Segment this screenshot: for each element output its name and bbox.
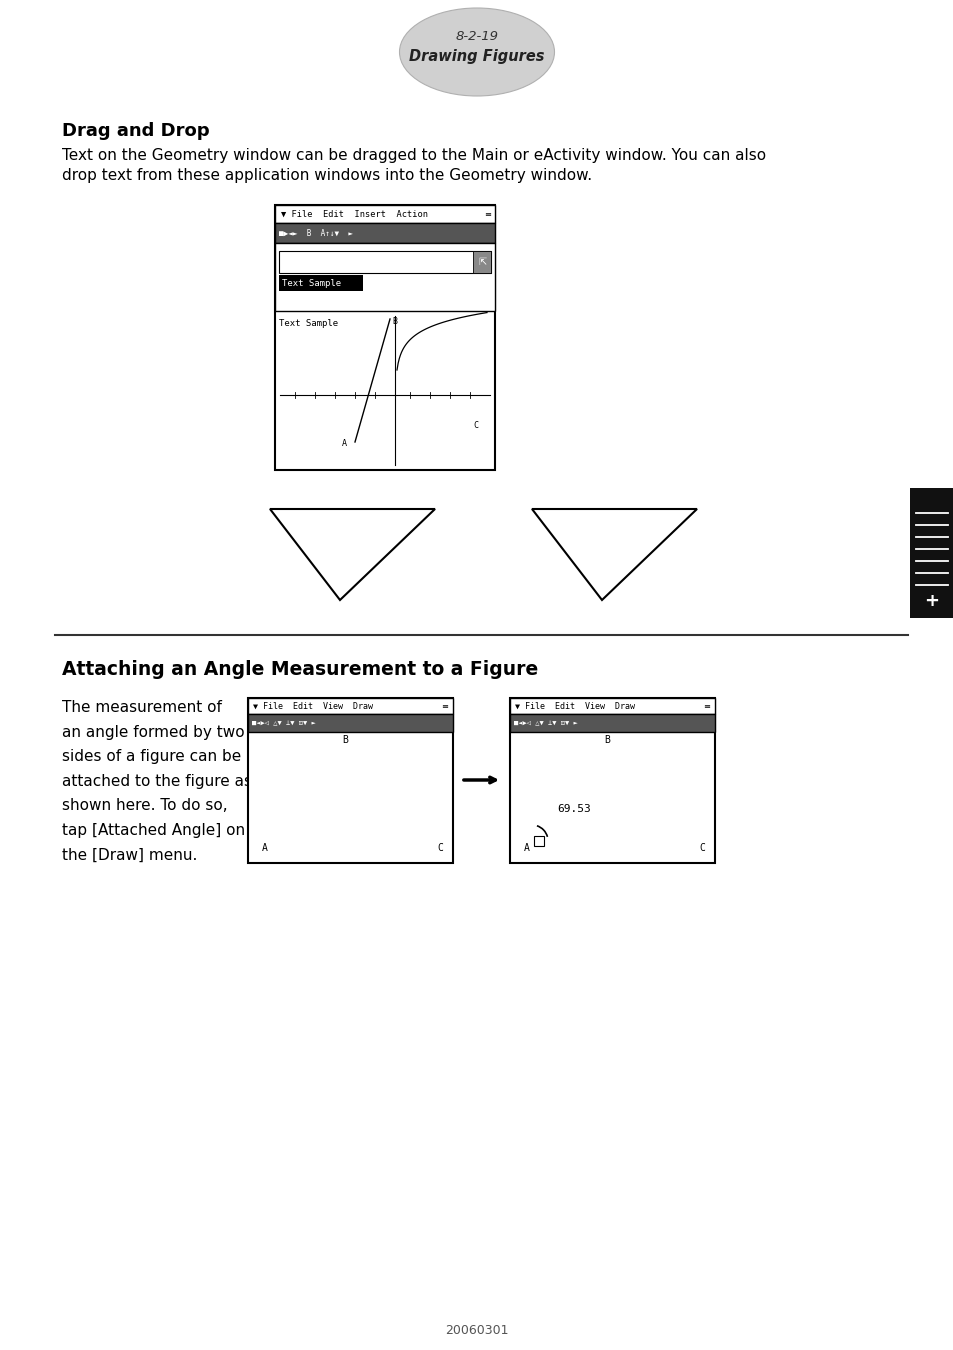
Bar [274, 223, 495, 243]
Bar [278, 251, 491, 273]
Text: C: C [473, 420, 477, 429]
Text: A: A [262, 842, 268, 853]
Bar [248, 698, 453, 714]
Bar [274, 205, 495, 470]
Bar [248, 698, 453, 863]
Text: ▼ File  Edit  Insert  Action: ▼ File Edit Insert Action [281, 209, 428, 219]
Text: ■◄▶◁ △▼ ⊥▼ ⊡▼ ►: ■◄▶◁ △▼ ⊥▼ ⊡▼ ► [514, 720, 578, 726]
Bar [510, 714, 714, 732]
Text: A: A [523, 842, 530, 853]
Bar [534, 836, 543, 846]
Bar [473, 251, 491, 273]
Text: +: + [923, 593, 939, 610]
Text: ■◄▶◁ △▼ ⊥▼ ⊡▼ ►: ■◄▶◁ △▼ ⊥▼ ⊡▼ ► [252, 720, 315, 726]
Text: 20060301: 20060301 [445, 1323, 508, 1336]
Bar [909, 487, 953, 618]
Text: ■▶◄►  B  A↑↓▼  ►: ■▶◄► B A↑↓▼ ► [278, 228, 353, 238]
Text: ⇱: ⇱ [477, 256, 485, 267]
Text: ▼ File  Edit  View  Draw: ▼ File Edit View Draw [515, 702, 635, 710]
Bar [248, 714, 453, 732]
Text: C: C [699, 842, 704, 853]
Text: B: B [392, 317, 396, 325]
Text: 8-2-19: 8-2-19 [455, 30, 498, 42]
Text: Drag and Drop: Drag and Drop [62, 122, 210, 140]
Text: Attaching an Angle Measurement to a Figure: Attaching an Angle Measurement to a Figu… [62, 660, 537, 679]
Text: Text Sample: Text Sample [282, 278, 341, 288]
Bar [274, 205, 495, 223]
Text: B: B [603, 734, 609, 745]
Text: Drawing Figures: Drawing Figures [409, 49, 544, 63]
Text: C: C [436, 842, 442, 853]
Bar [274, 243, 495, 310]
Text: The measurement of
an angle formed by two
sides of a figure can be
attached to t: The measurement of an angle formed by tw… [62, 701, 252, 863]
Text: ▼ File  Edit  View  Draw: ▼ File Edit View Draw [253, 702, 373, 710]
Bar [510, 698, 714, 863]
Bar [510, 698, 714, 714]
Ellipse shape [399, 8, 554, 96]
Text: ≡: ≡ [441, 702, 448, 710]
Text: Text on the Geometry window can be dragged to the Main or eActivity window. You : Text on the Geometry window can be dragg… [62, 148, 765, 182]
Text: 69.53: 69.53 [557, 805, 590, 814]
Text: Text Sample: Text Sample [278, 319, 337, 328]
Text: A: A [341, 440, 347, 448]
Text: ≡: ≡ [484, 209, 491, 219]
Text: ≡: ≡ [702, 702, 710, 710]
Text: B: B [341, 734, 348, 745]
Bar [278, 275, 363, 292]
